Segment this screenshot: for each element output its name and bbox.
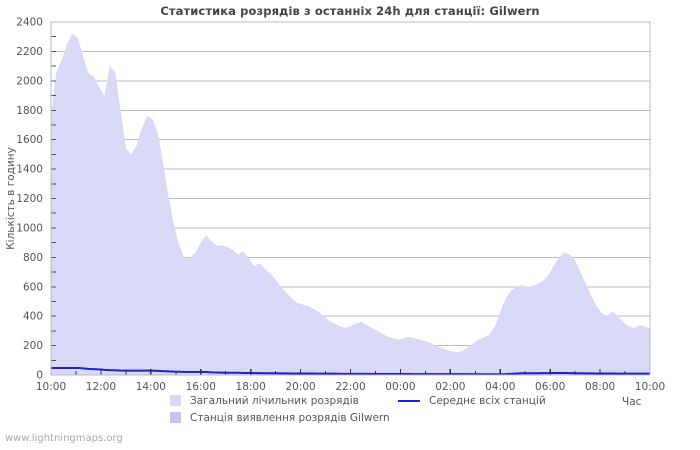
svg-text:2400: 2400 bbox=[16, 17, 43, 29]
y-axis-title-group: Кількість в годину bbox=[5, 147, 17, 250]
legend-item-station: Станція виявлення розрядів Gilwern bbox=[170, 410, 390, 425]
svg-text:10:00: 10:00 bbox=[635, 381, 665, 392]
svg-text:04:00: 04:00 bbox=[485, 381, 515, 392]
chart-legend: Загальний лічильник розрядів Станція вия… bbox=[0, 392, 700, 426]
legend-label-station: Станція виявлення розрядів Gilwern bbox=[190, 411, 390, 424]
svg-text:1400: 1400 bbox=[16, 164, 43, 176]
svg-text:10:00: 10:00 bbox=[36, 381, 66, 392]
svg-text:0: 0 bbox=[36, 370, 43, 382]
svg-text:00:00: 00:00 bbox=[385, 381, 415, 392]
x-tick-labels-group: 10:00 12:00 14:00 16:00 18:00 20:00 22:00 00:00… bbox=[36, 381, 665, 392]
svg-text:06:00: 06:00 bbox=[535, 381, 565, 392]
legend-item-total: Загальний лічильник розрядів bbox=[170, 393, 359, 408]
svg-text:16:00: 16:00 bbox=[186, 381, 216, 392]
legend-line-average bbox=[398, 399, 420, 402]
area-series-group bbox=[51, 33, 650, 376]
chart-title: Статистика розрядів з останніх 24h для с… bbox=[160, 4, 540, 18]
legend-swatch-total bbox=[170, 395, 181, 406]
svg-text:22:00: 22:00 bbox=[335, 381, 365, 392]
y-tick-labels-group: 0 200 400 600 800 1000 1200 1400 1600 1800 2000 220… bbox=[16, 17, 43, 382]
legend-label-total: Загальний лічильник розрядів bbox=[190, 394, 359, 407]
axes-group bbox=[50, 21, 651, 376]
svg-text:20:00: 20:00 bbox=[285, 381, 315, 392]
svg-text:18:00: 18:00 bbox=[236, 381, 266, 392]
svg-text:08:00: 08:00 bbox=[585, 381, 615, 392]
svg-text:600: 600 bbox=[23, 281, 43, 293]
chart-plot-area: 0 200 400 600 800 1000 1200 1400 1600 1800 2000 220… bbox=[5, 17, 665, 393]
svg-text:2200: 2200 bbox=[16, 46, 43, 58]
svg-text:400: 400 bbox=[23, 311, 43, 323]
svg-text:14:00: 14:00 bbox=[136, 381, 166, 392]
legend-label-average: Середнє всіх станцій bbox=[429, 394, 546, 407]
legend-swatch-station bbox=[170, 412, 181, 423]
x-axis-title: Час bbox=[622, 396, 642, 408]
svg-text:1200: 1200 bbox=[16, 193, 43, 205]
svg-text:Кількість в годину: Кількість в годину bbox=[5, 147, 17, 250]
svg-text:2000: 2000 bbox=[16, 75, 43, 87]
svg-text:1000: 1000 bbox=[16, 222, 43, 234]
svg-text:1800: 1800 bbox=[16, 105, 43, 117]
svg-text:200: 200 bbox=[23, 340, 43, 352]
svg-text:1600: 1600 bbox=[16, 134, 43, 146]
watermark-text: www.lightningmaps.org bbox=[5, 433, 123, 444]
legend-item-average: Середнє всіх станцій bbox=[398, 393, 546, 408]
svg-text:12:00: 12:00 bbox=[86, 381, 116, 392]
svg-text:800: 800 bbox=[23, 252, 43, 264]
svg-text:02:00: 02:00 bbox=[435, 381, 465, 392]
